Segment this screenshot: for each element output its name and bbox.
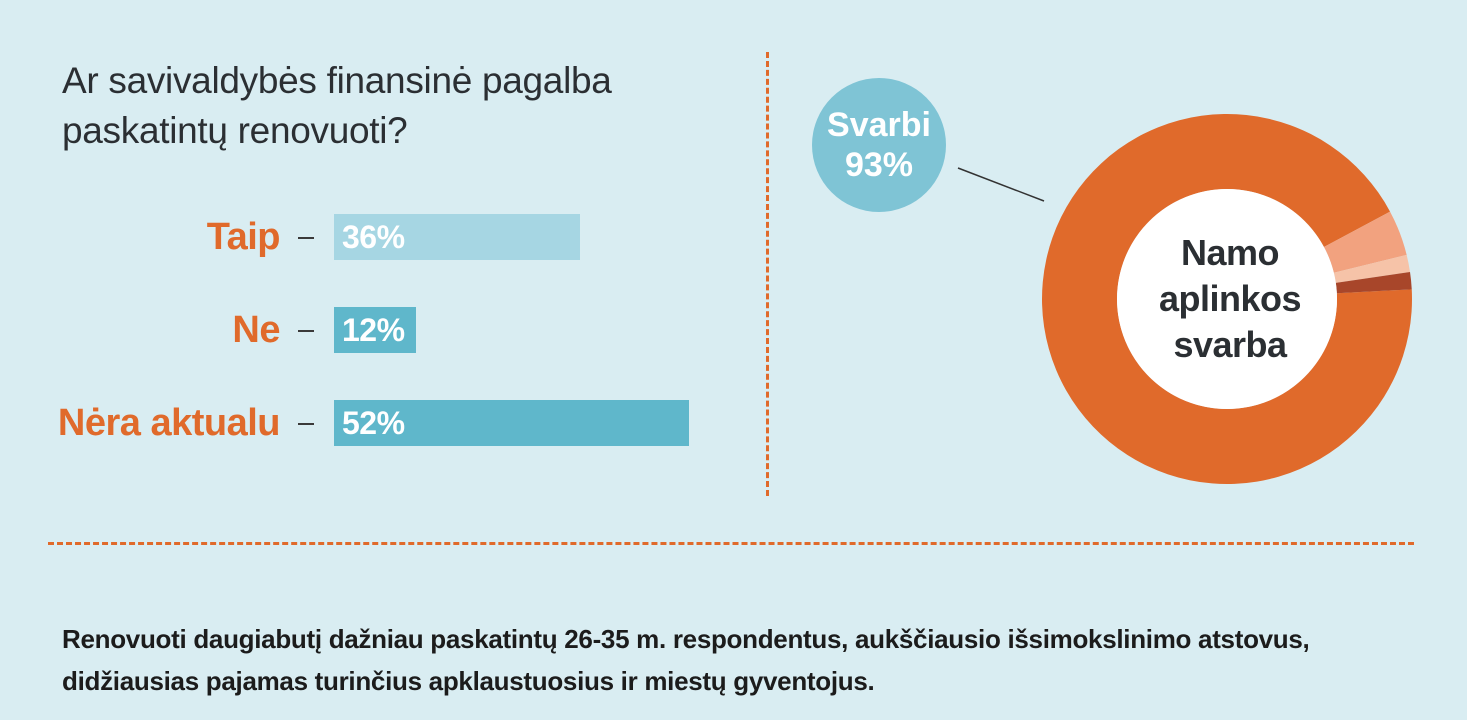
bar-category-label: Ne xyxy=(232,309,280,351)
horizontal-divider xyxy=(48,542,1414,545)
bar-row: Nėra aktualu 52% xyxy=(0,400,720,446)
footnote: Renovuoti daugiabutį dažniau paskatintų … xyxy=(62,624,1310,696)
bar-dash xyxy=(298,423,314,425)
callout-leader-line xyxy=(957,167,1045,202)
donut-center-label: Namo aplinkos svarba xyxy=(1120,230,1340,368)
bar xyxy=(334,307,416,353)
vertical-divider xyxy=(766,52,769,496)
bar-value-label: 52% xyxy=(342,405,405,441)
donut-hole xyxy=(1117,189,1337,409)
bar-row: Taip 36% xyxy=(0,214,720,260)
center-label-line: svarba xyxy=(1173,324,1287,365)
donut-slice xyxy=(1323,211,1407,273)
bar-value-label: 36% xyxy=(342,219,405,255)
bar xyxy=(334,214,580,260)
bar-value-label: 12% xyxy=(342,312,405,348)
callout-bubble: Svarbi 93% xyxy=(812,78,946,212)
chart-title: Ar savivaldybės finansinė pagalba paskat… xyxy=(62,60,612,151)
bar-category-label: Nėra aktualu xyxy=(57,402,281,444)
donut-slice xyxy=(1335,271,1412,294)
bar-dash xyxy=(298,237,314,239)
callout-label: Svarbi xyxy=(827,106,931,144)
bar-dash xyxy=(298,330,314,332)
bar xyxy=(334,400,689,446)
donut-slice xyxy=(1333,254,1411,283)
bar-category-label: Taip xyxy=(206,216,281,258)
donut-slice xyxy=(1042,113,1412,484)
callout-value: 93% xyxy=(844,146,914,184)
bar-row: Ne 12% xyxy=(0,307,720,353)
center-label-line: aplinkos xyxy=(1158,278,1302,319)
center-label-line: Namo xyxy=(1180,232,1280,273)
